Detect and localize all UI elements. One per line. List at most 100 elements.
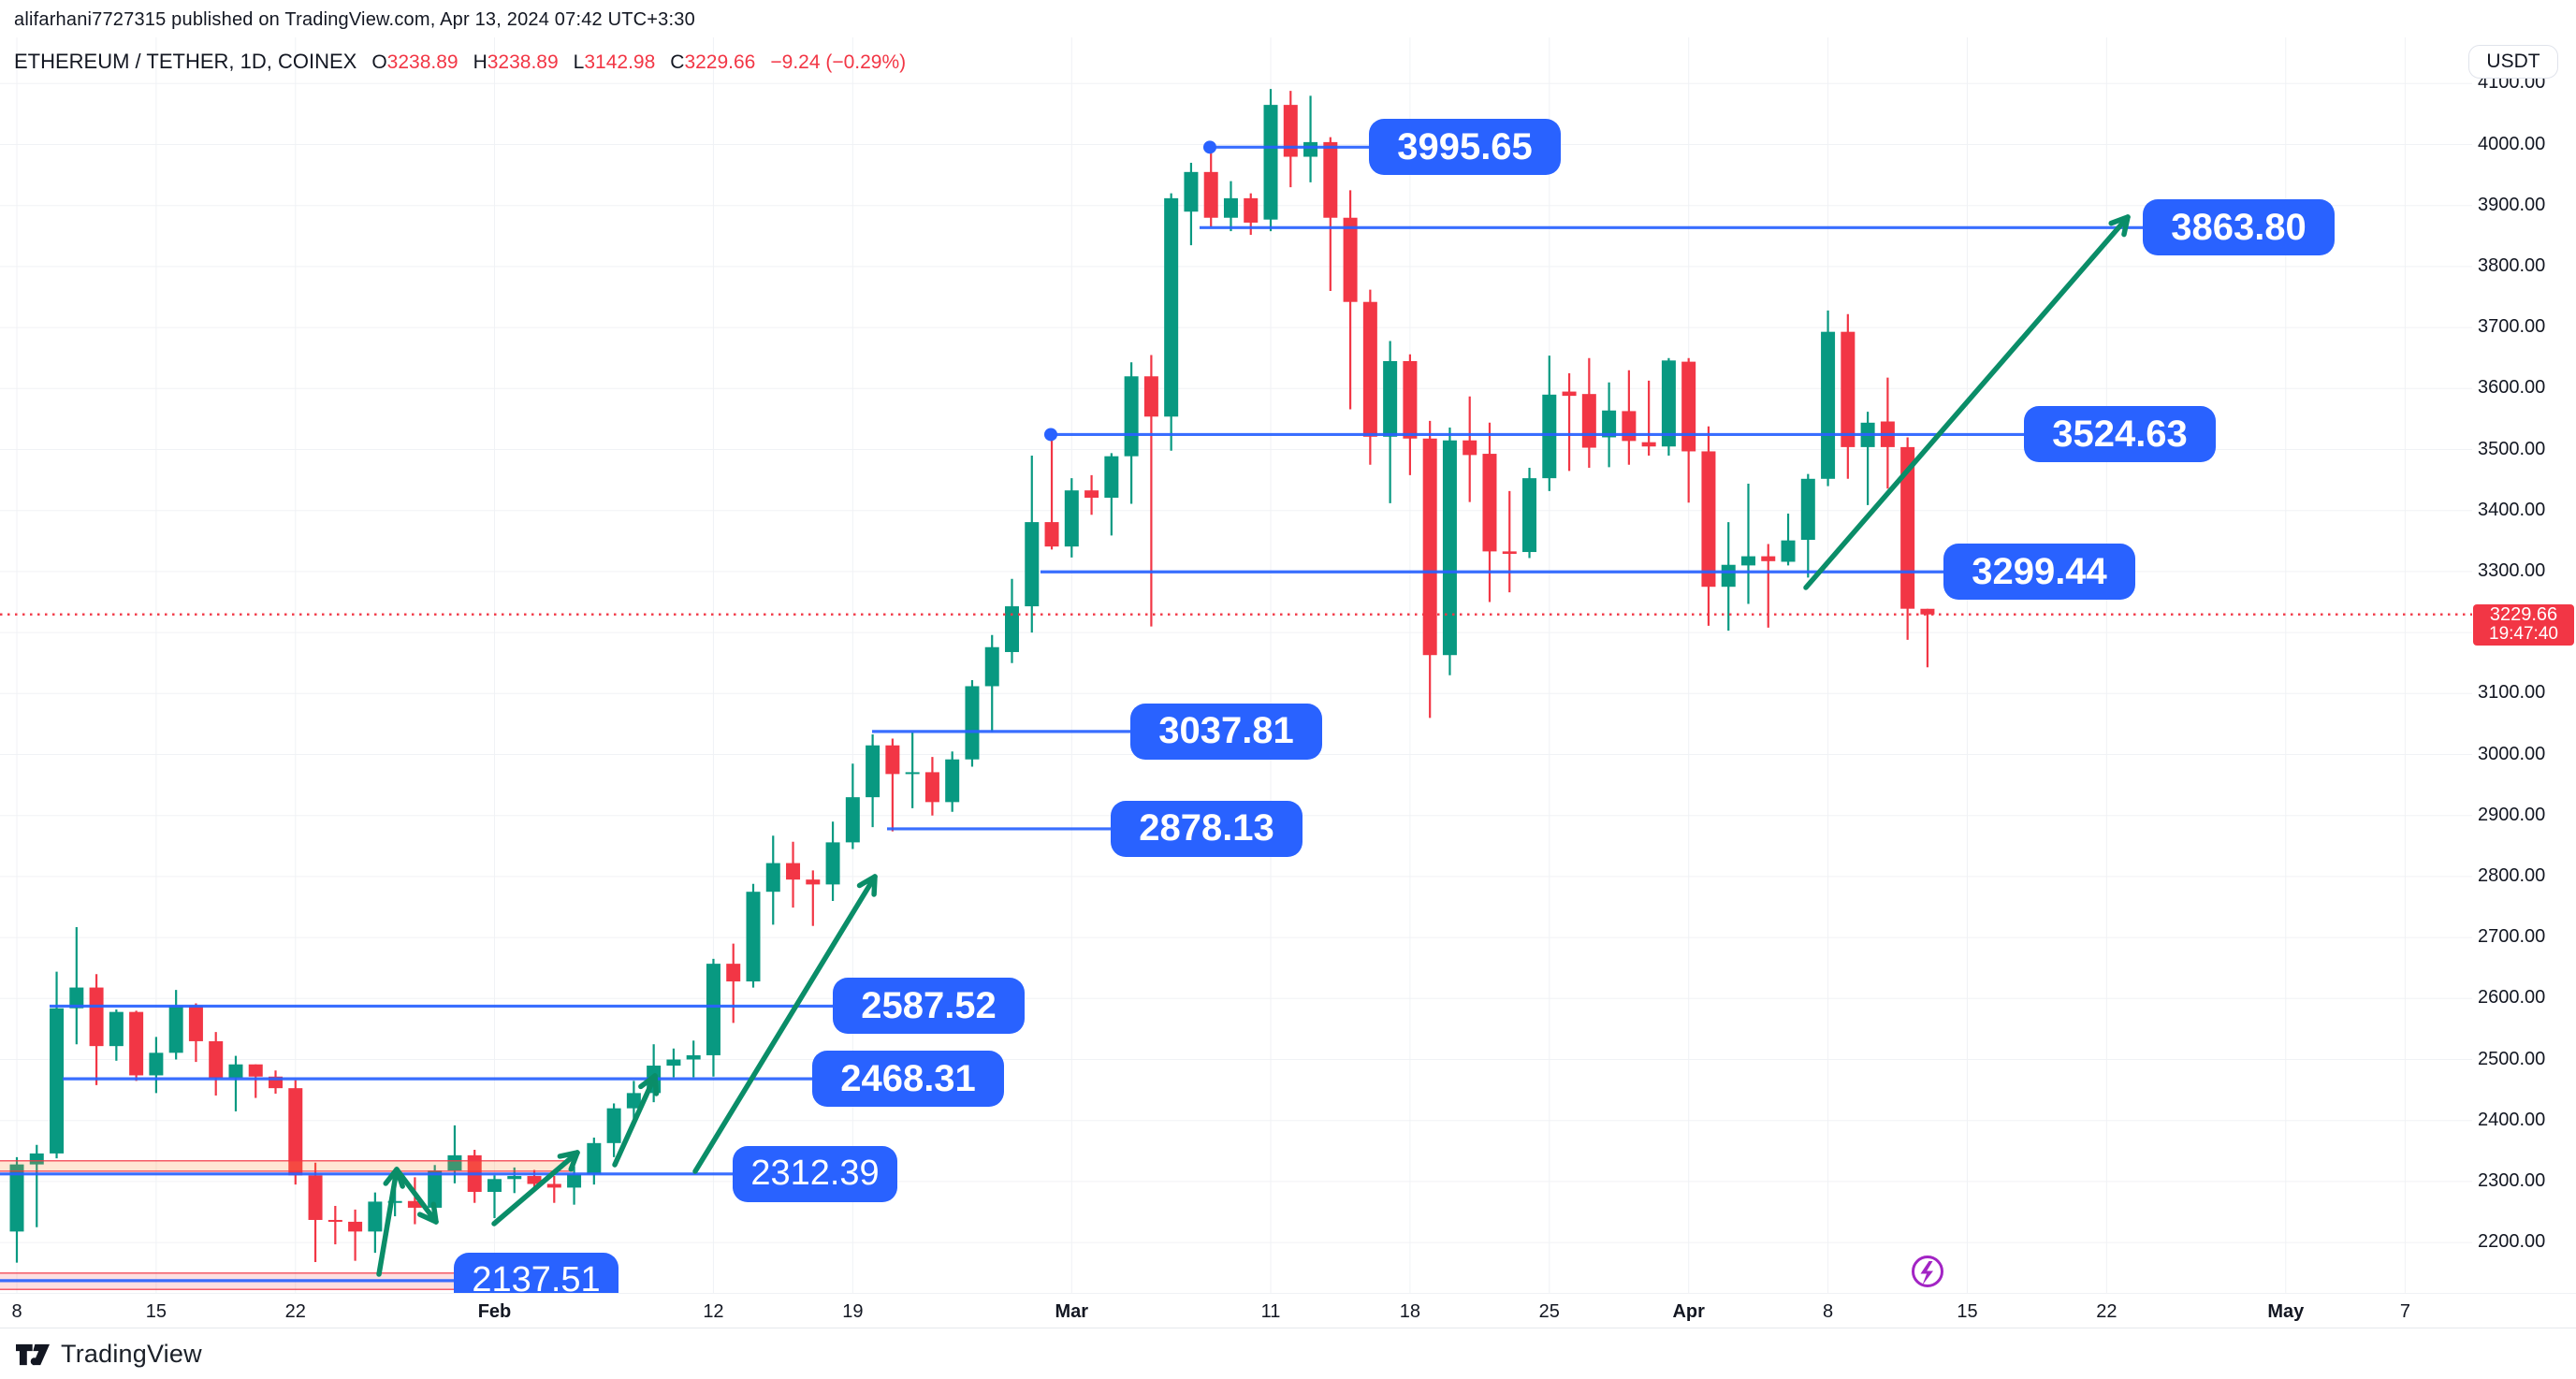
candle	[1025, 456, 1040, 633]
time-axis-label: 15	[145, 1301, 167, 1322]
price-axis-label: 2300.00	[2478, 1169, 2546, 1191]
time-axis-label: 18	[1399, 1301, 1421, 1322]
candle	[806, 870, 821, 926]
plot-area	[0, 37, 2472, 1293]
price-level-badge[interactable]: 2312.39	[733, 1145, 897, 1202]
candle	[905, 733, 920, 808]
candle	[984, 634, 999, 733]
price-axis-label: 2800.00	[2478, 864, 2546, 886]
trend-arrow[interactable]	[1803, 214, 2131, 590]
candle	[1044, 434, 1059, 550]
price-axis-label: 3000.00	[2478, 743, 2546, 764]
candle	[1403, 354, 1418, 475]
candle	[129, 1010, 144, 1081]
candle	[288, 1080, 303, 1185]
ohlc-high: H3238.89	[473, 51, 559, 73]
candle	[188, 1003, 203, 1063]
candle	[1622, 370, 1637, 465]
candle	[1223, 181, 1238, 232]
candle	[1143, 355, 1158, 627]
candle	[109, 1009, 124, 1061]
ray-anchor-dot[interactable]	[1044, 428, 1057, 442]
candle	[1383, 341, 1398, 503]
candle	[1641, 380, 1656, 457]
time-axis-label: 22	[2096, 1301, 2118, 1322]
tradingview-logo[interactable]: TradingView	[16, 1340, 202, 1369]
candle	[786, 841, 801, 908]
candle	[746, 883, 761, 988]
candle	[248, 1064, 263, 1098]
lightning-icon[interactable]	[1912, 1256, 1943, 1287]
candle	[1502, 490, 1517, 593]
candle	[1084, 474, 1099, 515]
trend-arrow[interactable]	[491, 1150, 580, 1227]
time-axis-label: 15	[1957, 1301, 1978, 1322]
candle	[765, 835, 780, 925]
price-axis-label: 2900.00	[2478, 804, 2546, 825]
symbol-legend[interactable]: ETHEREUM / TETHER, 1D, COINEX O3238.89 H…	[14, 50, 906, 74]
price-level-badge[interactable]: 2468.31	[812, 1051, 1004, 1108]
last-price-value: 3229.66	[2489, 604, 2558, 626]
price-level-badge[interactable]: 3524.63	[2024, 406, 2216, 463]
price-level-badge[interactable]: 2878.13	[1111, 800, 1303, 857]
price-level-badge[interactable]: 3995.65	[1369, 119, 1561, 176]
candle	[885, 738, 900, 832]
time-axis-label: Mar	[1055, 1301, 1089, 1322]
price-zone-orange[interactable]	[0, 1160, 573, 1171]
time-axis-label: 12	[703, 1301, 724, 1322]
time-axis-label: 8	[1823, 1301, 1834, 1322]
price-axis-label: 3500.00	[2478, 438, 2546, 459]
candle	[327, 1205, 342, 1245]
trend-arrow[interactable]	[692, 874, 878, 1174]
candle	[1104, 453, 1119, 536]
price-axis-label: 3800.00	[2478, 254, 2546, 276]
currency-toggle-button[interactable]: USDT	[2468, 45, 2558, 79]
ohlc-low: L3142.98	[573, 51, 656, 73]
price-level-badge[interactable]: 3299.44	[1943, 544, 2135, 601]
candle	[965, 679, 980, 767]
candle	[606, 1103, 621, 1157]
price-axis-label: 3600.00	[2478, 377, 2546, 399]
ray-anchor-dot[interactable]	[1203, 140, 1216, 154]
candle	[866, 733, 880, 828]
price-change: −9.24 (−0.29%)	[770, 51, 907, 73]
price-axis-label: 3100.00	[2478, 682, 2546, 704]
time-axis-label: 22	[284, 1301, 306, 1322]
trend-arrow[interactable]	[612, 1073, 660, 1168]
price-axis-label: 3300.00	[2478, 559, 2546, 581]
candles	[9, 89, 1935, 1263]
candle	[1323, 137, 1338, 291]
time-axis[interactable]: 8 15 22 Feb 12 19 Mar 11 18 25 Apr 8 15 22 May 7	[0, 1293, 2576, 1328]
trend-arrow[interactable]	[394, 1167, 439, 1225]
time-axis-label: 19	[842, 1301, 864, 1322]
candle	[567, 1166, 582, 1205]
price-level-badge[interactable]: 3037.81	[1130, 703, 1322, 760]
footer-bar: TradingView	[0, 1328, 2576, 1379]
price-level-badge[interactable]: 2587.52	[833, 978, 1025, 1035]
candle	[1602, 382, 1617, 468]
trend-arrows[interactable]	[376, 214, 2131, 1277]
candle	[686, 1040, 701, 1078]
symbol-title: ETHEREUM / TETHER, 1D, COINEX	[14, 50, 357, 73]
candle	[1721, 522, 1736, 631]
price-level-badge[interactable]: 2137.51	[454, 1252, 619, 1293]
candle	[50, 971, 65, 1159]
candle	[1303, 95, 1318, 182]
candle	[209, 1032, 224, 1096]
price-level-lines[interactable]	[0, 140, 2154, 1283]
countdown-timer: 19:47:40	[2489, 624, 2558, 645]
price-axis[interactable]: 2200.00 2300.00 2400.00 2500.00 2600.00 2700.…	[2472, 37, 2576, 1293]
price-axis-label: 4000.00	[2478, 133, 2546, 154]
candle	[845, 763, 860, 849]
candle	[924, 757, 939, 816]
time-axis-label: Feb	[477, 1301, 512, 1322]
price-axis-label: 3700.00	[2478, 316, 2546, 338]
candle	[1283, 91, 1298, 188]
candle	[487, 1175, 502, 1219]
trend-arrow[interactable]	[376, 1167, 405, 1277]
candle	[1841, 313, 1856, 479]
time-axis-label: May	[2267, 1301, 2305, 1322]
candle	[1203, 147, 1218, 227]
price-level-badge[interactable]: 3863.80	[2143, 199, 2335, 256]
